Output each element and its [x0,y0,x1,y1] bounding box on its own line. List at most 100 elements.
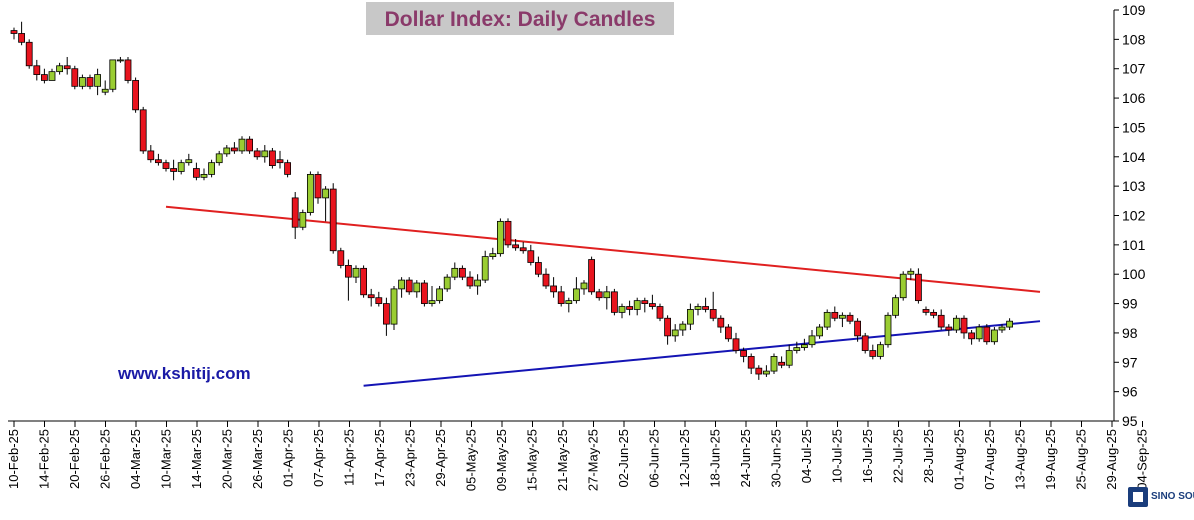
candle [603,285,611,310]
candle-body [139,109,147,152]
x-tick-label: 12-Jun-25 [677,429,692,488]
candle-body [778,361,785,366]
candle [337,247,345,269]
candle [261,145,269,163]
candle [1006,318,1013,330]
candle-body [907,270,915,275]
candle [816,324,823,339]
candle [238,136,246,154]
trendline [363,320,1041,387]
candle-body [208,162,216,175]
candle [998,324,1006,333]
x-tick-label: 20-Feb-25 [67,429,82,489]
candle [839,312,846,328]
candle-body [687,309,694,325]
candle-body [960,317,968,334]
candle-body [10,30,18,34]
candle-body [968,332,975,340]
candle [656,303,664,322]
candle-body [489,253,497,258]
candle-body [557,291,565,304]
candle [322,186,330,222]
candle-body [94,74,101,87]
candle-body [466,276,474,287]
candle [785,344,793,369]
candle-body [542,273,550,287]
candle-body [109,59,117,90]
candle [747,353,755,375]
candle [611,288,618,316]
candle-body [930,311,937,316]
candle-body [854,320,861,337]
candle [595,288,603,301]
candle-body [603,291,611,299]
x-tick-label: 26-Mar-25 [250,429,265,489]
candle [953,315,960,333]
candle-body [991,329,998,343]
candle-body [922,309,930,313]
candle [33,59,41,81]
candle-body [337,250,345,266]
candle [147,145,155,163]
candle-body [413,282,421,293]
candle [162,159,170,172]
candle-body [945,326,953,331]
candle-body [755,367,763,375]
candle [884,312,892,348]
candle [542,268,550,289]
candle [192,162,200,181]
candle [117,56,124,63]
y-tick-label: 95 [1122,413,1138,429]
candle-body [154,159,162,164]
candle [10,27,18,40]
candle [466,271,474,289]
candle-body [831,311,839,319]
candle [983,324,991,345]
candle [306,171,314,216]
candle [185,153,193,166]
candle-body [215,153,223,164]
y-tick-label: 96 [1122,384,1138,400]
x-tick-label: 01-Apr-25 [281,429,296,487]
x-tick-label: 07-Aug-25 [982,429,997,490]
candle-body [398,279,406,290]
candle-layer [10,21,1013,380]
axis-layer: 95 96 97 98 99 100 101 102 103 104 105 106 107 108 109… [6,2,1150,491]
candle-body [291,197,299,228]
candle [535,256,542,278]
candle-body [725,326,732,340]
candle-body [869,350,877,357]
candle [679,321,687,336]
candle [132,77,140,113]
candle [588,256,595,295]
candle-body [649,303,656,307]
y-tick-label: 108 [1122,31,1146,47]
x-tick-label: 14-Feb-25 [37,429,52,489]
candle-body [451,267,459,278]
candle-body [884,314,892,346]
candle-body [565,300,573,304]
candle-body [702,306,709,310]
candle-body [86,77,94,87]
candle [557,285,565,307]
candle-body [611,291,618,313]
candle-body [192,168,200,178]
candle-body [953,317,960,331]
candle-body [223,147,231,155]
candle [329,183,337,254]
candle [208,159,216,178]
candle [420,280,428,307]
x-tick-label: 04-Mar-25 [128,429,143,489]
candle-body [33,65,41,75]
logo-text: SINO SOUND [1151,491,1194,502]
candle-body [763,370,770,375]
candle-body [162,162,170,169]
candle-body [937,314,945,328]
x-tick-label: 01-Aug-25 [952,429,967,490]
x-tick-label: 26-Feb-25 [98,429,113,489]
candle-body [975,326,983,340]
candle-body [641,300,649,304]
candle [109,59,117,93]
candle [268,147,276,169]
